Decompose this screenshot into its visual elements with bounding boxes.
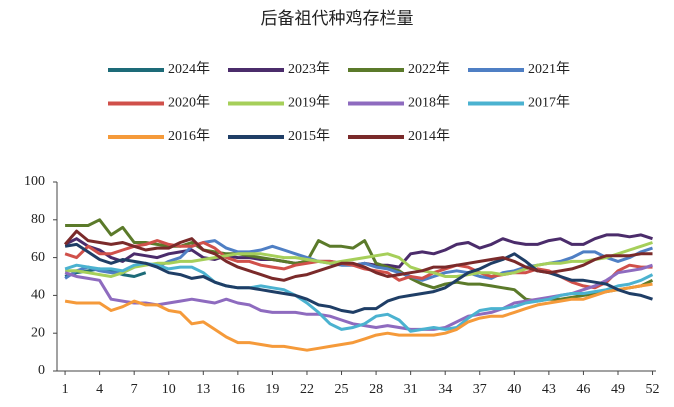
series-line bbox=[63, 229, 653, 282]
legend-label: 2024年 bbox=[168, 61, 210, 77]
y-tick-label: 60 bbox=[31, 250, 45, 265]
chart-title: 后备祖代种鸡存栏量 bbox=[261, 9, 414, 28]
x-tick-label: 31 bbox=[404, 382, 418, 397]
y-tick-label: 40 bbox=[31, 288, 45, 303]
x-tick-label: 37 bbox=[473, 382, 487, 397]
legend-label: 2017年 bbox=[528, 95, 570, 111]
x-tick-label: 16 bbox=[231, 382, 245, 397]
x-tick-label: 40 bbox=[507, 382, 521, 397]
series-line bbox=[64, 282, 653, 352]
x-tick-label: 1 bbox=[62, 382, 69, 397]
y-tick-label: 20 bbox=[31, 325, 45, 340]
legend-label: 2018年 bbox=[408, 95, 450, 111]
series-line bbox=[64, 242, 653, 314]
legend-label: 2016年 bbox=[168, 128, 210, 144]
series-line bbox=[64, 261, 654, 333]
x-tick-label: 46 bbox=[576, 382, 590, 397]
series-line bbox=[64, 239, 653, 282]
x-tick-label: 10 bbox=[162, 382, 176, 397]
y-tick-label: 0 bbox=[38, 363, 45, 378]
legend-label: 2020年 bbox=[168, 95, 210, 111]
legend-label: 2015年 bbox=[288, 128, 330, 144]
legend-label: 2019年 bbox=[288, 95, 330, 111]
x-tick-label: 22 bbox=[300, 382, 314, 397]
x-tick-label: 13 bbox=[196, 382, 210, 397]
x-tick-label: 52 bbox=[646, 382, 660, 397]
x-tick-label: 19 bbox=[265, 382, 279, 397]
y-tick-label: 100 bbox=[24, 174, 45, 189]
x-tick-label: 43 bbox=[542, 382, 556, 397]
y-tick-label: 80 bbox=[31, 212, 45, 227]
legend-label: 2023年 bbox=[288, 61, 330, 77]
x-tick-label: 7 bbox=[131, 382, 138, 397]
x-tick-label: 4 bbox=[96, 382, 103, 397]
legend-label: 2022年 bbox=[408, 61, 450, 77]
series-line bbox=[65, 218, 654, 303]
x-tick-label: 49 bbox=[611, 382, 625, 397]
legend-label: 2014年 bbox=[408, 128, 450, 144]
series-line bbox=[65, 241, 653, 278]
legend-label: 2021年 bbox=[528, 61, 570, 77]
x-tick-label: 34 bbox=[438, 382, 452, 397]
x-tick-label: 28 bbox=[369, 382, 383, 397]
x-tick-label: 25 bbox=[335, 382, 349, 397]
